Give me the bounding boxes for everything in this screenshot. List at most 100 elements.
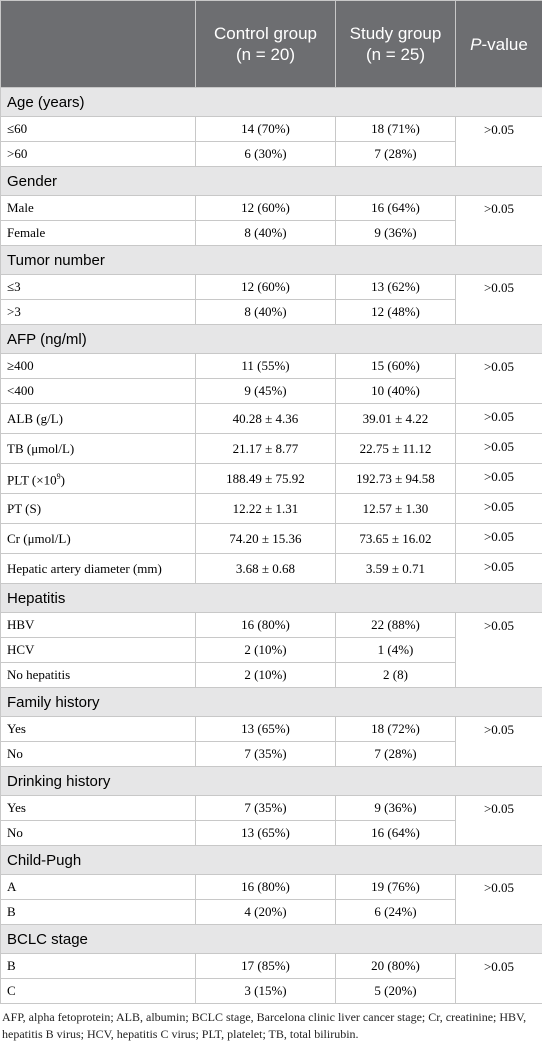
label-text: PLT (×10 (7, 472, 57, 488)
data-row: HCV 2 (10%) 1 (4%) (0, 637, 542, 663)
data-row: ALB (g/L) 40.28 ± 4.36 39.01 ± 4.22 >0.05 (0, 403, 542, 434)
row-label: Yes (0, 795, 196, 821)
data-table: Control group (n = 20) Study group (n = 25… (0, 0, 542, 1004)
row-label: PLT (×109) (0, 463, 196, 494)
section-row: Age (years) (0, 87, 542, 117)
data-row: Male 12 (60%) 16 (64%) >0.05 (0, 195, 542, 246)
p-value: >0.05 (455, 116, 542, 167)
control-value: 12 (60%) (195, 274, 336, 300)
control-value: 8 (40%) (195, 220, 336, 246)
control-value: 40.28 ± 4.36 (195, 403, 336, 434)
control-value: 12.22 ± 1.31 (195, 493, 336, 524)
study-value: 22 (88%) (335, 612, 456, 638)
p-suffix: -value (481, 34, 528, 54)
study-value: 7 (28%) (335, 141, 456, 167)
data-row: >3 8 (40%) 12 (48%) (0, 299, 542, 325)
row-label: ≥400 (0, 353, 196, 379)
study-value: 1 (4%) (335, 637, 456, 663)
data-row: ≤60 14 (70%) 18 (71%) >0.05 (0, 116, 542, 167)
row-label: ≤60 (0, 116, 196, 142)
col-count: (n = 25) (365, 45, 426, 64)
row-label: >60 (0, 141, 196, 167)
row-label: Yes (0, 716, 196, 742)
study-value: 22.75 ± 11.12 (335, 433, 456, 464)
row-label: TB (μmol/L) (0, 433, 196, 464)
p-value: >0.05 (455, 716, 542, 767)
data-row: No 7 (35%) 7 (28%) (0, 741, 542, 767)
study-value: 39.01 ± 4.22 (335, 403, 456, 434)
control-value: 13 (65%) (195, 820, 336, 846)
data-row: No 13 (65%) 16 (64%) (0, 820, 542, 846)
p-value: >0.05 (455, 795, 542, 846)
row-label: ALB (g/L) (0, 403, 196, 434)
section-row: Family history (0, 687, 542, 717)
data-row: Yes 13 (65%) 18 (72%) >0.05 (0, 716, 542, 767)
section-title: Gender (0, 166, 542, 196)
section-title: Drinking history (0, 766, 542, 796)
col-count: (n = 20) (235, 45, 296, 64)
section-row: Tumor number (0, 245, 542, 275)
header-cell (0, 0, 196, 88)
row-label: ≤3 (0, 274, 196, 300)
study-value: 18 (72%) (335, 716, 456, 742)
control-value: 3 (15%) (195, 978, 336, 1004)
data-row: TB (μmol/L) 21.17 ± 8.77 22.75 ± 11.12 >0.0… (0, 433, 542, 464)
data-row: ≤3 12 (60%) 13 (62%) >0.05 (0, 274, 542, 325)
control-value: 13 (65%) (195, 716, 336, 742)
control-value: 11 (55%) (195, 353, 336, 379)
control-value: 6 (30%) (195, 141, 336, 167)
data-row: HBV 16 (80%) 22 (88%) >0.05 (0, 612, 542, 688)
data-row: B 17 (85%) 20 (80%) >0.05 (0, 953, 542, 1004)
section-title: Age (years) (0, 87, 542, 117)
data-row: >60 6 (30%) 7 (28%) (0, 141, 542, 167)
data-row: A 16 (80%) 19 (76%) >0.05 (0, 874, 542, 925)
p-value: >0.05 (455, 353, 542, 404)
study-value: 5 (20%) (335, 978, 456, 1004)
col-name: Study group (349, 24, 442, 43)
data-row: Female 8 (40%) 9 (36%) (0, 220, 542, 246)
header-cell: P-value (455, 0, 542, 88)
study-value: 7 (28%) (335, 741, 456, 767)
row-label: B (0, 953, 196, 979)
p-label: P (470, 34, 482, 54)
row-label: HCV (0, 637, 196, 663)
row-label: PT (S) (0, 493, 196, 524)
section-title: Hepatitis (0, 583, 542, 613)
control-value: 21.17 ± 8.77 (195, 433, 336, 464)
control-value: 7 (35%) (195, 795, 336, 821)
control-value: 16 (80%) (195, 874, 336, 900)
study-value: 6 (24%) (335, 899, 456, 925)
section-row: Hepatitis (0, 583, 542, 613)
control-value: 17 (85%) (195, 953, 336, 979)
study-value: 13 (62%) (335, 274, 456, 300)
control-value: 12 (60%) (195, 195, 336, 221)
p-value: >0.05 (455, 463, 542, 494)
control-value: 2 (10%) (195, 662, 336, 688)
p-value: >0.05 (455, 274, 542, 325)
study-value: 18 (71%) (335, 116, 456, 142)
p-value: >0.05 (455, 553, 542, 584)
section-title: BCLC stage (0, 924, 542, 954)
data-row: <400 9 (45%) 10 (40%) (0, 378, 542, 404)
row-label: Hepatic artery diameter (mm) (0, 553, 196, 584)
study-value: 15 (60%) (335, 353, 456, 379)
section-title: Family history (0, 687, 542, 717)
study-value: 12 (48%) (335, 299, 456, 325)
control-value: 188.49 ± 75.92 (195, 463, 336, 494)
row-label: A (0, 874, 196, 900)
row-label: No (0, 820, 196, 846)
study-value: 16 (64%) (335, 820, 456, 846)
row-label: No (0, 741, 196, 767)
row-label: HBV (0, 612, 196, 638)
study-value: 20 (80%) (335, 953, 456, 979)
section-row: BCLC stage (0, 924, 542, 954)
p-value: >0.05 (455, 433, 542, 464)
p-value: >0.05 (455, 612, 542, 688)
study-value: 10 (40%) (335, 378, 456, 404)
section-title: Tumor number (0, 245, 542, 275)
section-title: AFP (ng/ml) (0, 324, 542, 354)
study-value: 9 (36%) (335, 795, 456, 821)
header-cell: Control group (n = 20) (195, 0, 336, 88)
row-label: C (0, 978, 196, 1004)
study-value: 19 (76%) (335, 874, 456, 900)
